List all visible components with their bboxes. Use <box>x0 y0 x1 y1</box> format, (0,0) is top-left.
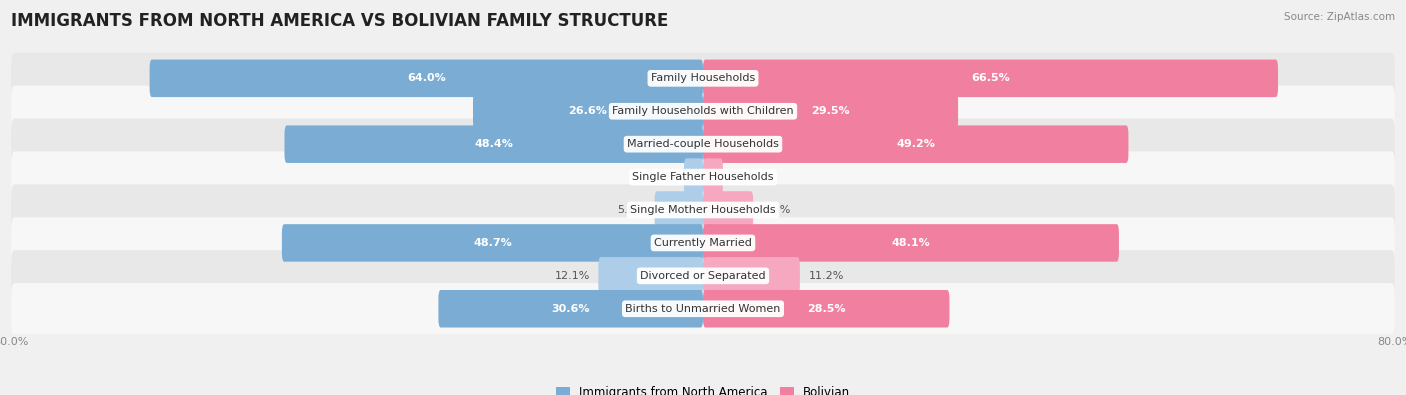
Text: 2.3%: 2.3% <box>731 172 759 182</box>
Text: 28.5%: 28.5% <box>807 304 845 314</box>
FancyBboxPatch shape <box>703 191 754 229</box>
Text: 49.2%: 49.2% <box>896 139 935 149</box>
Text: Births to Unmarried Women: Births to Unmarried Women <box>626 304 780 314</box>
Text: Source: ZipAtlas.com: Source: ZipAtlas.com <box>1284 12 1395 22</box>
Text: 5.6%: 5.6% <box>617 205 645 215</box>
FancyBboxPatch shape <box>439 290 703 327</box>
FancyBboxPatch shape <box>655 191 703 229</box>
FancyBboxPatch shape <box>703 60 1278 97</box>
Text: 5.8%: 5.8% <box>762 205 790 215</box>
Text: 48.7%: 48.7% <box>472 238 512 248</box>
Text: 26.6%: 26.6% <box>568 106 607 116</box>
Text: 48.4%: 48.4% <box>474 139 513 149</box>
FancyBboxPatch shape <box>284 126 703 163</box>
FancyBboxPatch shape <box>281 224 703 261</box>
Text: IMMIGRANTS FROM NORTH AMERICA VS BOLIVIAN FAMILY STRUCTURE: IMMIGRANTS FROM NORTH AMERICA VS BOLIVIA… <box>11 12 669 30</box>
FancyBboxPatch shape <box>703 126 1129 163</box>
FancyBboxPatch shape <box>11 184 1395 236</box>
Text: Divorced or Separated: Divorced or Separated <box>640 271 766 281</box>
Text: Married-couple Households: Married-couple Households <box>627 139 779 149</box>
Text: Currently Married: Currently Married <box>654 238 752 248</box>
Text: Single Father Households: Single Father Households <box>633 172 773 182</box>
FancyBboxPatch shape <box>11 151 1395 203</box>
FancyBboxPatch shape <box>703 92 957 130</box>
Text: Family Households with Children: Family Households with Children <box>612 106 794 116</box>
Text: Family Households: Family Households <box>651 73 755 83</box>
Text: 12.1%: 12.1% <box>554 271 589 281</box>
FancyBboxPatch shape <box>11 86 1395 137</box>
FancyBboxPatch shape <box>11 53 1395 104</box>
Text: 66.5%: 66.5% <box>972 73 1010 83</box>
FancyBboxPatch shape <box>703 257 800 295</box>
Text: 30.6%: 30.6% <box>551 304 591 314</box>
Text: 29.5%: 29.5% <box>811 106 849 116</box>
FancyBboxPatch shape <box>703 224 1119 261</box>
FancyBboxPatch shape <box>149 60 703 97</box>
FancyBboxPatch shape <box>472 92 703 130</box>
FancyBboxPatch shape <box>683 158 703 196</box>
FancyBboxPatch shape <box>11 283 1395 335</box>
Text: 48.1%: 48.1% <box>891 238 931 248</box>
FancyBboxPatch shape <box>703 290 949 327</box>
Text: 2.2%: 2.2% <box>647 172 675 182</box>
Text: 64.0%: 64.0% <box>406 73 446 83</box>
FancyBboxPatch shape <box>11 250 1395 301</box>
FancyBboxPatch shape <box>599 257 703 295</box>
FancyBboxPatch shape <box>11 217 1395 269</box>
FancyBboxPatch shape <box>703 158 723 196</box>
Legend: Immigrants from North America, Bolivian: Immigrants from North America, Bolivian <box>551 381 855 395</box>
Text: Single Mother Households: Single Mother Households <box>630 205 776 215</box>
FancyBboxPatch shape <box>11 118 1395 170</box>
Text: 11.2%: 11.2% <box>808 271 844 281</box>
